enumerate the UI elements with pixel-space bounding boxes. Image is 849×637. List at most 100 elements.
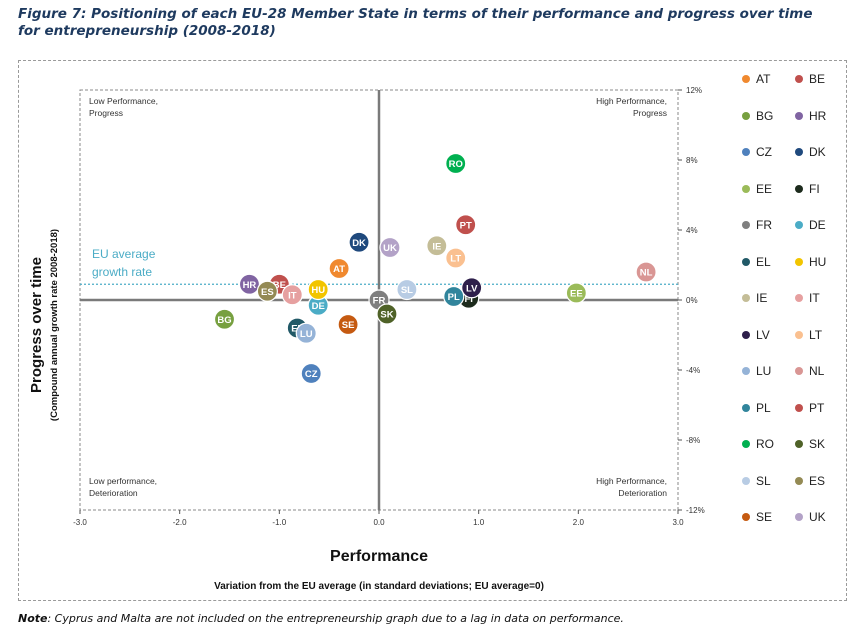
x-tick-label: 2.0 bbox=[573, 518, 585, 527]
y-tick-label: -12% bbox=[686, 506, 705, 515]
legend-item-fr: FR bbox=[742, 218, 772, 232]
legend-item-el: EL bbox=[742, 255, 771, 269]
legend-label: NL bbox=[809, 364, 825, 378]
x-tick-label: 3.0 bbox=[672, 518, 684, 527]
legend-swatch bbox=[795, 257, 803, 266]
y-tick-label: -8% bbox=[686, 436, 700, 445]
point-label-be: BE bbox=[273, 280, 286, 291]
legend-label: DK bbox=[809, 145, 826, 159]
chart-frame bbox=[18, 60, 847, 601]
legend-item-se: SE bbox=[742, 510, 772, 524]
point-label-lt: LT bbox=[450, 254, 461, 265]
legend-item-it: IT bbox=[795, 291, 820, 305]
legend-swatch bbox=[742, 184, 750, 193]
figure-title: Figure 7: Positioning of each EU-28 Memb… bbox=[18, 6, 813, 39]
x-tick-label: 0.0 bbox=[373, 518, 385, 527]
legend-item-bg: BG bbox=[742, 109, 773, 123]
legend-swatch bbox=[795, 148, 803, 156]
legend-item-pt: PT bbox=[795, 401, 824, 415]
y-axis-title: Progress over time bbox=[28, 257, 45, 393]
point-label-dk: DK bbox=[352, 238, 366, 249]
x-tick-label: -1.0 bbox=[272, 518, 286, 527]
legend-item-nl: NL bbox=[795, 364, 824, 378]
legend-label: PL bbox=[756, 400, 771, 415]
point-uk bbox=[379, 236, 401, 259]
legend-swatch bbox=[742, 111, 750, 120]
point-pl bbox=[443, 285, 465, 308]
legend-swatch bbox=[742, 367, 750, 375]
quadrant-label-top-right: High Performance, bbox=[596, 96, 667, 106]
point-label-de: DE bbox=[312, 301, 325, 312]
legend-item-sl: SL bbox=[742, 474, 771, 488]
point-label-hr: HR bbox=[243, 280, 257, 291]
legend-label: IT bbox=[809, 291, 820, 305]
quadrant-label-top-left: Progress bbox=[89, 108, 123, 118]
legend-item-es: ES bbox=[795, 474, 825, 488]
legend-label: FR bbox=[756, 218, 772, 232]
point-label-it: IT bbox=[288, 290, 297, 301]
point-lv bbox=[461, 277, 483, 299]
legend-swatch bbox=[742, 257, 750, 266]
quadrant-label-bottom-left: Deterioration bbox=[89, 488, 138, 498]
legend-label: HR bbox=[809, 108, 827, 123]
legend-label: PT bbox=[809, 400, 825, 415]
legend-swatch bbox=[795, 367, 803, 375]
point-it bbox=[281, 284, 303, 306]
y-tick-label: 8% bbox=[686, 156, 698, 165]
point-label-se: SE bbox=[342, 320, 355, 331]
legend-swatch bbox=[742, 440, 750, 448]
point-label-ie: IE bbox=[432, 241, 441, 252]
y-axis-subtitle: (Compound annual growth rate 2008-2018) bbox=[49, 229, 60, 421]
point-es bbox=[256, 280, 278, 302]
point-ro bbox=[445, 152, 467, 175]
legend-swatch bbox=[742, 403, 750, 412]
point-label-uk: UK bbox=[383, 243, 397, 254]
legend-label: AT bbox=[756, 72, 771, 86]
point-label-nl: NL bbox=[640, 268, 653, 279]
legend-item-ie: IE bbox=[742, 291, 767, 305]
legend-swatch bbox=[795, 221, 803, 229]
point-label-at: AT bbox=[333, 264, 345, 275]
x-axis-title: Performance bbox=[330, 548, 428, 565]
legend-swatch bbox=[742, 513, 750, 521]
point-hu bbox=[307, 278, 329, 301]
x-axis-subtitle: Variation from the EU average (in standa… bbox=[214, 581, 544, 592]
point-label-es: ES bbox=[261, 287, 274, 298]
legend-label: SL bbox=[756, 473, 771, 488]
legend-swatch bbox=[742, 294, 750, 302]
y-tick-label: -4% bbox=[686, 366, 700, 375]
point-label-pt: PT bbox=[460, 220, 472, 231]
legend-item-lt: LT bbox=[795, 328, 822, 342]
point-sk bbox=[376, 303, 398, 325]
legend-swatch bbox=[795, 75, 803, 83]
legend-swatch bbox=[742, 75, 750, 83]
point-label-bg: BG bbox=[217, 315, 231, 326]
point-label-cz: CZ bbox=[305, 369, 318, 380]
point-cz bbox=[300, 362, 322, 385]
point-se bbox=[337, 313, 359, 336]
legend-swatch bbox=[795, 184, 803, 193]
legend-item-be: BE bbox=[795, 72, 825, 86]
legend-label: DE bbox=[809, 218, 826, 232]
legend-item-lu: LU bbox=[742, 364, 771, 378]
legend-swatch bbox=[795, 440, 803, 448]
point-pt bbox=[455, 214, 477, 236]
x-tick-label: -2.0 bbox=[173, 518, 187, 527]
legend-swatch bbox=[795, 513, 803, 521]
point-label-ro: RO bbox=[449, 159, 463, 170]
point-bg bbox=[213, 308, 236, 330]
point-label-lu: LU bbox=[300, 329, 313, 340]
legend-label: FI bbox=[809, 181, 820, 196]
y-tick-label: 4% bbox=[686, 226, 698, 235]
point-label-hu: HU bbox=[311, 285, 325, 296]
point-label-lv: LV bbox=[466, 283, 478, 294]
legend-label: LV bbox=[756, 327, 770, 342]
legend-swatch bbox=[795, 330, 803, 339]
x-tick-label: -3.0 bbox=[73, 518, 87, 527]
legend-item-de: DE bbox=[795, 218, 826, 232]
point-sl bbox=[396, 278, 418, 301]
legend-label: LT bbox=[809, 327, 823, 342]
legend-label: BG bbox=[756, 108, 774, 123]
legend-label: BE bbox=[809, 72, 826, 86]
legend-swatch bbox=[795, 111, 803, 120]
